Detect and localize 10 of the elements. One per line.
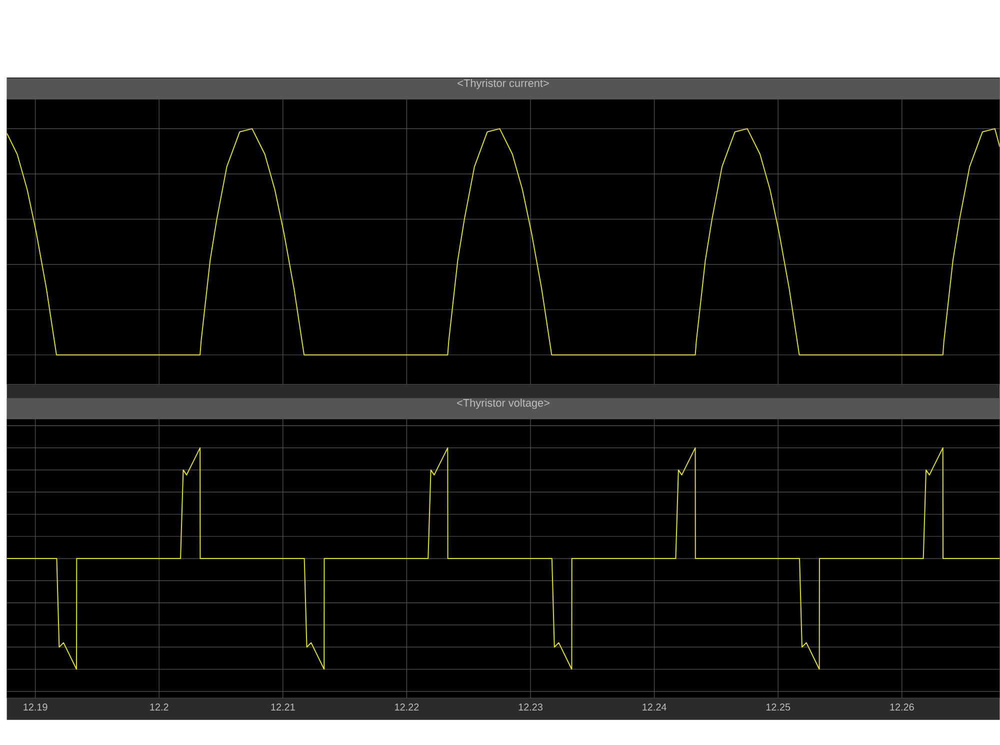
- x-tick-label: 12.26: [890, 704, 914, 711]
- chart-title: <Thyristor current>: [458, 79, 549, 90]
- x-tick-label: 12.23: [518, 704, 542, 711]
- x-tick-label: 12.21: [271, 704, 295, 711]
- x-tick-label: 12.24: [642, 704, 666, 711]
- x-tick-label: 12.22: [395, 704, 419, 711]
- x-tick-label: 12.2: [150, 704, 168, 711]
- chart-title: <Thyristor voltage>: [457, 398, 550, 410]
- x-tick-label: 12.19: [24, 704, 48, 711]
- x-tick-label: 12.25: [766, 704, 790, 711]
